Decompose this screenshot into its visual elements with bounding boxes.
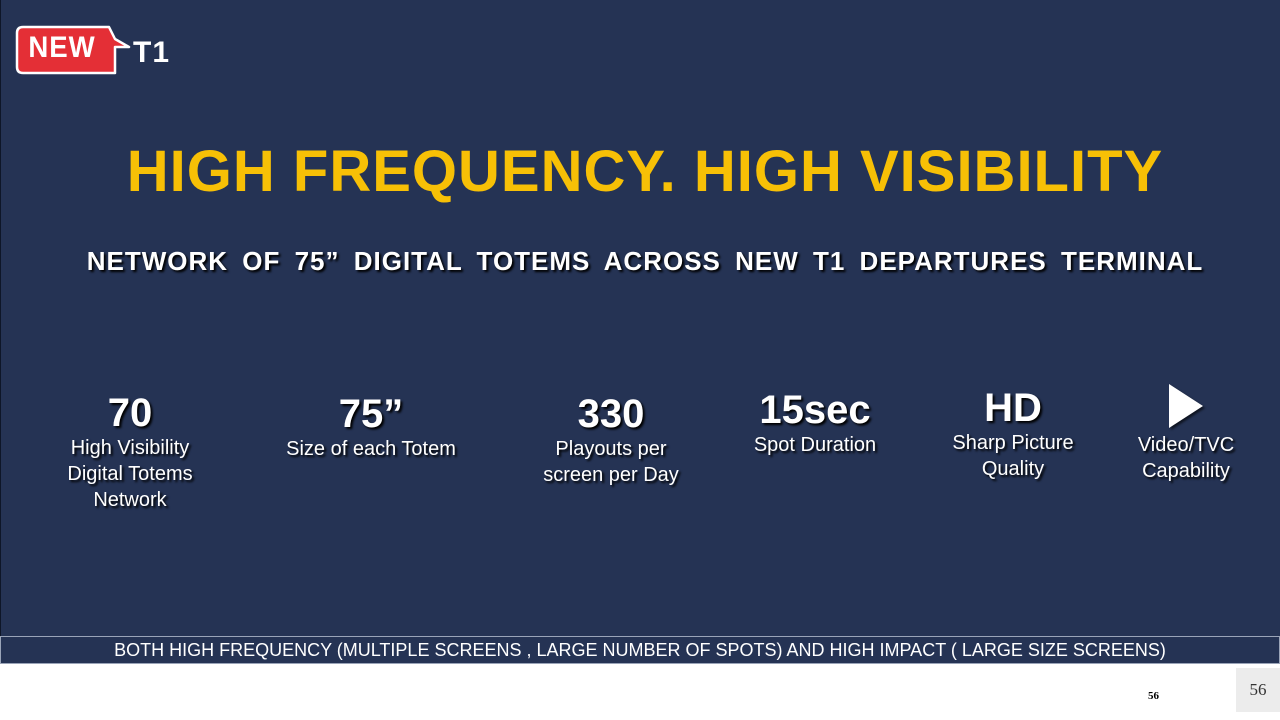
stat-hd-quality: HD Sharp Picture Quality bbox=[933, 386, 1093, 482]
stat-label: Sharp Picture Quality bbox=[952, 432, 1074, 480]
stat-value: 75” bbox=[338, 392, 404, 436]
stat-value: 70 bbox=[107, 391, 153, 435]
stat-totems: 70 High Visibility Digital Totems Networ… bbox=[50, 391, 210, 513]
headline: HIGH FREQUENCY. HIGH VISIBILITY bbox=[126, 139, 1164, 204]
stat-value: 15sec bbox=[759, 388, 871, 432]
subheadline: NETWORK OF 75” DIGITAL TOTEMS ACROSS NEW… bbox=[86, 246, 1204, 276]
page-number: 56 bbox=[1236, 668, 1280, 712]
logo-t1-text: T1 bbox=[133, 36, 171, 69]
stat-totem-size: 75” Size of each Totem bbox=[271, 392, 471, 462]
stat-spot-duration: 15sec Spot Duration bbox=[731, 388, 899, 458]
page-number-small: 56 bbox=[1148, 690, 1159, 702]
slide: NEW T1 HIGH FREQUENCY. HIGH VISIBILITY N… bbox=[0, 0, 1280, 664]
play-icon bbox=[1169, 384, 1203, 428]
stat-value: HD bbox=[984, 386, 1042, 430]
footer-banner: BOTH HIGH FREQUENCY (MULTIPLE SCREENS , … bbox=[0, 636, 1280, 664]
new-badge-icon bbox=[15, 25, 131, 75]
logo-new-text: NEW bbox=[28, 31, 96, 64]
stat-label: High Visibility Digital Totems Network bbox=[67, 437, 193, 511]
stat-label: Size of each Totem bbox=[286, 438, 456, 460]
stat-label: Playouts per screen per Day bbox=[543, 438, 679, 486]
stat-playouts: 330 Playouts per screen per Day bbox=[521, 392, 701, 488]
stat-label: Spot Duration bbox=[753, 434, 877, 456]
stat-video-capability: Video/TVC Capability bbox=[1111, 384, 1261, 484]
stat-value: 330 bbox=[577, 392, 645, 436]
stat-label: Video/TVC Capability bbox=[1137, 434, 1235, 482]
